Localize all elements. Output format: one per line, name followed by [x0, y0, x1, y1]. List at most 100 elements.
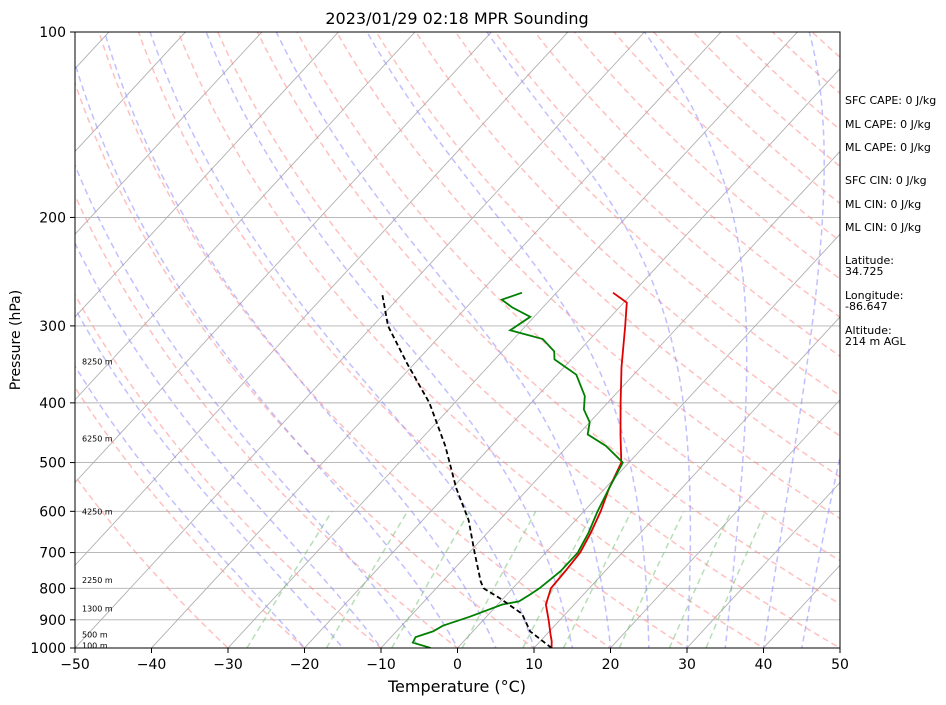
- y-axis-label: Pressure (hPa): [8, 290, 24, 390]
- isotherm-line: [75, 32, 493, 484]
- dry-adiabat-line: [75, 474, 230, 648]
- isotherm-line: [456, 233, 840, 648]
- moist-adiabat-line: [366, 32, 650, 648]
- moist-adiabat-line: [643, 32, 748, 648]
- dewpoint-profile: [411, 291, 624, 648]
- isotherm-line: [150, 32, 722, 648]
- altitude-label: Altitude:: [845, 324, 892, 337]
- y-tick-label: 800: [39, 581, 66, 597]
- altitude-value: 214 m AGL: [845, 335, 907, 348]
- dry-adiabat-line: [335, 32, 840, 520]
- moist-adiabat-line: [75, 163, 421, 648]
- isotherm-line: [303, 68, 840, 648]
- x-axis: −50 −40 −30 −20 −10 0 10 20 30 40 50: [60, 648, 849, 673]
- dry-adiabat-line: [75, 193, 459, 648]
- latitude-label: Latitude:: [845, 254, 894, 267]
- isotherm-line: [75, 32, 416, 401]
- y-tick-label: 700: [39, 546, 66, 562]
- parcel-profile: [381, 292, 553, 648]
- dry-adiabat-line: [98, 32, 612, 648]
- moist-adiabat-line: [103, 32, 497, 648]
- x-tick-label: 40: [755, 657, 773, 673]
- moist-adiabat-line: [75, 307, 344, 648]
- dry-adiabat-line: [75, 80, 536, 648]
- dry-adiabat-line: [533, 32, 840, 319]
- x-tick-label: −20: [290, 657, 320, 673]
- x-tick-label: −40: [137, 657, 167, 673]
- dry-adiabat-line: [375, 32, 840, 478]
- isotherm-line: [75, 32, 263, 235]
- mixing-ratio-line: [705, 510, 767, 648]
- x-axis-label: Temperature (°C): [387, 677, 526, 696]
- x-tick-label: 50: [831, 657, 849, 673]
- y-tick-label: 300: [39, 319, 66, 335]
- mixing-ratio-line: [246, 510, 333, 648]
- altitude-label: 500 m: [82, 630, 108, 639]
- altitude-labels: 100 m 500 m 1300 m 2250 m 4250 m 6250 m 8250 m: [82, 358, 113, 651]
- mixing-ratio-line: [618, 510, 685, 648]
- plot-frame: [74, 31, 841, 649]
- dry-adiabat-line: [731, 32, 840, 131]
- altitude-label: 6250 m: [82, 435, 113, 444]
- series-layer: [381, 291, 628, 648]
- moist-adiabat-line: [75, 241, 383, 648]
- y-tick-label: 1000: [30, 641, 66, 657]
- y-tick-label: 200: [39, 210, 66, 226]
- isotherm-line: [75, 32, 646, 648]
- ml-cape-text-1: ML CAPE: 0 J/kg: [845, 118, 931, 131]
- altitude-label: 2250 m: [82, 576, 113, 585]
- altitude-label: 100 m: [82, 641, 108, 650]
- moist-adiabat-line: [762, 32, 825, 648]
- moist-adiabat-line: [485, 32, 692, 648]
- moist-adiabat-line: [801, 453, 840, 648]
- isotherm-line: [227, 32, 799, 648]
- mixing-ratio-line: [391, 510, 471, 648]
- mixing-ratio-line: [668, 510, 732, 648]
- mixing-ratio-line: [461, 510, 537, 648]
- latitude-value: 34.725: [845, 265, 884, 278]
- x-tick-label: −50: [60, 657, 90, 673]
- x-tick-label: −10: [366, 657, 396, 673]
- x-tick-label: 10: [525, 657, 543, 673]
- y-tick-label: 600: [39, 504, 66, 520]
- isotherm-line: [75, 32, 187, 153]
- chart-title: 2023/01/29 02:18 MPR Sounding: [325, 9, 588, 28]
- y-axis: 1000 900 800 700 600 500 400 300 200 100: [30, 25, 75, 657]
- temperature-profile: [544, 291, 628, 648]
- dry-adiabat-line: [177, 32, 765, 648]
- isotherm-line: [75, 32, 340, 318]
- sfc-cin-text: SFC CIN: 0 J/kg: [845, 174, 927, 187]
- background-lines: [75, 32, 840, 648]
- moist-adiabat-line: [205, 32, 574, 648]
- sfc-cape-text: SFC CAPE: 0 J/kg: [845, 94, 936, 107]
- dry-adiabat-line: [415, 32, 840, 437]
- y-tick-label: 100: [39, 25, 66, 41]
- moist-adiabat-line: [149, 32, 535, 648]
- altitude-label: 1300 m: [82, 604, 113, 613]
- y-tick-label: 500: [39, 456, 66, 472]
- altitude-label: 4250 m: [82, 507, 113, 516]
- isotherm-line: [686, 481, 840, 648]
- ml-cin-text-1: ML CIN: 0 J/kg: [845, 198, 921, 211]
- x-tick-label: −30: [213, 657, 243, 673]
- y-tick-label: 900: [39, 613, 66, 629]
- dry-adiabat-line: [75, 293, 383, 648]
- x-tick-label: 0: [453, 657, 462, 673]
- isotherm-line: [609, 399, 840, 648]
- dry-adiabat-line: [75, 386, 306, 648]
- longitude-label: Longitude:: [845, 289, 903, 302]
- ml-cin-text-2: ML CIN: 0 J/kg: [845, 221, 921, 234]
- x-tick-label: 20: [602, 657, 620, 673]
- mixing-ratio-line: [325, 510, 409, 648]
- altitude-label: 8250 m: [82, 358, 113, 367]
- dry-adiabat-line: [216, 32, 840, 648]
- longitude-value: -86.647: [845, 300, 887, 313]
- side-info: SFC CAPE: 0 J/kg ML CAPE: 0 J/kg ML CAPE…: [845, 94, 936, 348]
- dry-adiabat-line: [692, 32, 840, 168]
- x-tick-label: 30: [678, 657, 696, 673]
- mixing-ratio-line: [522, 510, 594, 648]
- moist-adiabat-line: [275, 32, 612, 648]
- mixing-ratio-line: [562, 510, 633, 648]
- isotherm-line: [533, 316, 840, 648]
